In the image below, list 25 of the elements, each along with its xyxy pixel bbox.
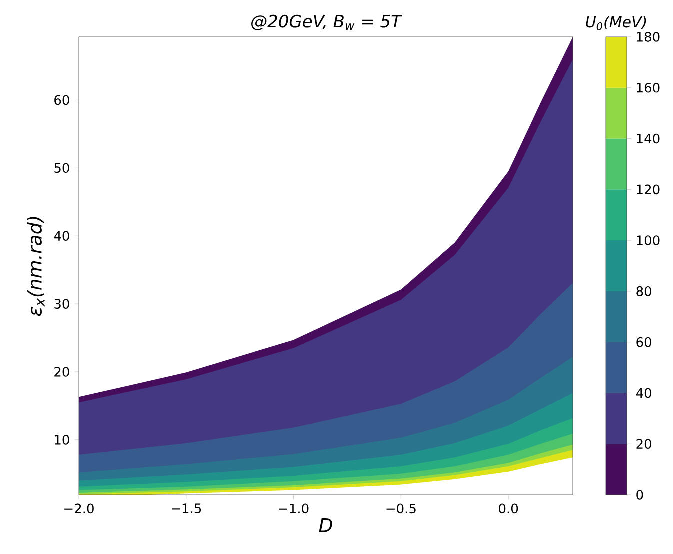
y-tick-label: 20 [54, 367, 70, 377]
color-bar-label: 100 [637, 236, 660, 246]
color-bar-label: 20 [636, 439, 652, 450]
color-bar-label: 40 [636, 388, 652, 398]
color-bar-label: 80 [636, 286, 652, 296]
y-axis-title: ε$_{x}$(nm.rad) [27, 217, 45, 316]
x-tick-label: 0.0 [499, 504, 518, 514]
y-tick-label: 30 [54, 299, 70, 309]
color-bar-label: 160 [637, 82, 660, 93]
color-bar-label: 140 [637, 134, 660, 144]
color-bar-label: 0 [636, 490, 644, 500]
color-bar-title: U$_{0}$(MeV) [586, 16, 646, 30]
y-tick-label: 50 [54, 163, 70, 174]
y-tick-label: 60 [54, 95, 70, 106]
y-tick-label: 10 [55, 435, 70, 445]
y-tick-label: 40 [54, 231, 70, 242]
x-axis-title: D [319, 518, 332, 532]
x-tick-label: −1.0 [279, 504, 309, 514]
x-tick-label: −0.5 [386, 504, 416, 514]
color-bar-label: 60 [636, 337, 652, 348]
chart-title: @20GeV, B$_{w}$ = 5T [252, 14, 403, 30]
color-bar-label: 120 [637, 184, 660, 195]
color-bar-label: 180 [637, 32, 660, 42]
x-tick-label: −1.5 [172, 504, 202, 514]
x-tick-label: −2.0 [64, 504, 94, 514]
